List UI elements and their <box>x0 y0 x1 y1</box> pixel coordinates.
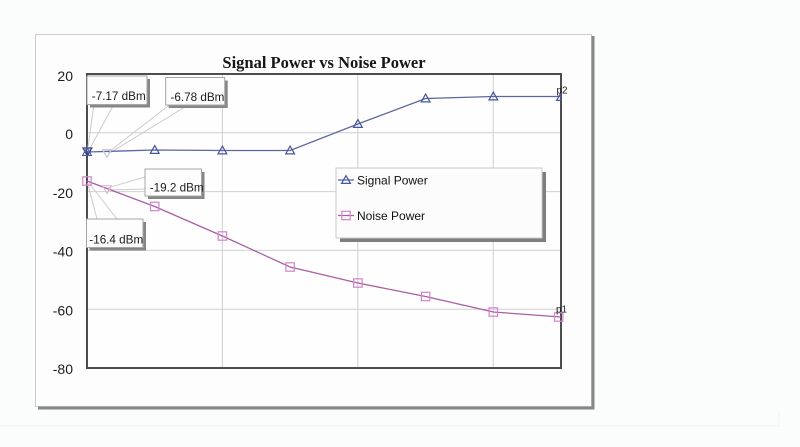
svg-text:-20: -20 <box>53 185 73 201</box>
svg-text:20: 20 <box>57 68 73 84</box>
svg-text:p1: p1 <box>556 305 567 316</box>
svg-text:Noise Power: Noise Power <box>357 209 425 223</box>
svg-text:-6.78 dBm: -6.78 dBm <box>171 91 225 104</box>
svg-text:-60: -60 <box>53 302 73 318</box>
svg-text:p2: p2 <box>557 86 568 97</box>
svg-text:0: 0 <box>65 126 73 142</box>
svg-text:Signal Power vs Noise Power: Signal Power vs Noise Power <box>222 53 425 72</box>
svg-text:-7.17 dBm: -7.17 dBm <box>92 90 146 103</box>
svg-text:Signal Power: Signal Power <box>357 174 428 188</box>
svg-text:-16.4 dBm: -16.4 dBm <box>89 234 143 247</box>
svg-text:-80: -80 <box>53 361 73 377</box>
svg-text:-19.2 dBm: -19.2 dBm <box>150 182 204 195</box>
svg-text:-40: -40 <box>53 244 73 260</box>
